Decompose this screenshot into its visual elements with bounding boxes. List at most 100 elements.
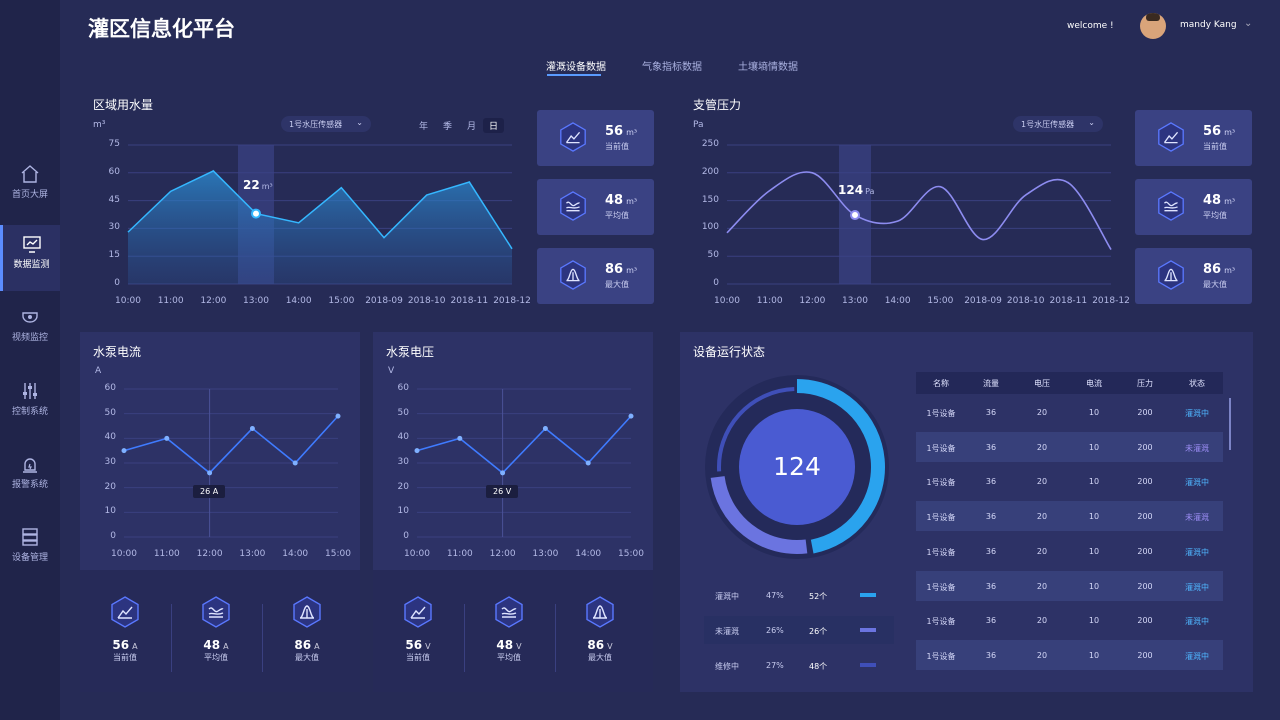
table-row[interactable]: 1号设备 36 20 10 200 未灌溉	[916, 501, 1223, 532]
table-row[interactable]: 1号设备 36 20 10 200 灌溉中	[916, 605, 1223, 635]
chevron-down-icon: ⌄	[1088, 118, 1095, 127]
table-row[interactable]: 1号设备 36 20 10 200 未灌溉	[916, 431, 1223, 462]
sidebar-item-control[interactable]: 控制系统	[0, 372, 60, 438]
x-tick-label: 11:00	[756, 296, 783, 306]
x-tick-label: 12:00	[200, 296, 227, 306]
table-cell: 10	[1088, 546, 1100, 556]
trend-up-icon	[111, 596, 139, 628]
callout-value: 124	[838, 183, 864, 197]
x-tick-label: 10:00	[714, 296, 740, 306]
table-row[interactable]: 1号设备 36 20 10 200 灌溉中	[916, 397, 1223, 427]
tab-irrigation-device[interactable]: 灌溉设备数据	[546, 62, 606, 73]
stat-label: 平均值	[497, 653, 521, 662]
legend-label: 未灌溉	[715, 627, 739, 636]
table-cell: 36	[985, 512, 997, 522]
table-row[interactable]: 1号设备 36 20 10 200 灌溉中	[916, 466, 1223, 496]
sidebar-item-video[interactable]: 视频监控	[0, 298, 60, 364]
stat-value: 86 m³	[1203, 262, 1235, 277]
x-tick-label: 13:00	[243, 296, 269, 306]
peak-icon	[293, 596, 321, 628]
stat-value: 48 m³	[1203, 193, 1235, 208]
table-cell: 36	[985, 546, 997, 556]
stat-label: 当前值	[113, 653, 137, 662]
period-month[interactable]: 月	[467, 122, 477, 132]
sidebar-item-home[interactable]: 首页大屏	[0, 155, 60, 221]
avatar[interactable]	[1140, 13, 1166, 39]
stat-value: 56 V	[378, 638, 458, 652]
table-row[interactable]: 1号设备 36 20 10 200 灌溉中	[916, 536, 1223, 566]
table-scrollbar[interactable]	[1229, 398, 1231, 450]
y-tick-label: 250	[701, 139, 719, 149]
voltage-footer	[373, 570, 653, 692]
legend-count: 48个	[809, 662, 828, 671]
stat-unit: V	[425, 642, 431, 651]
y-tick-label: 15	[108, 250, 120, 261]
average-icon	[560, 191, 586, 221]
stat-value: 48 A	[176, 638, 256, 652]
chevron-down-icon[interactable]: ⌄	[1244, 18, 1253, 29]
period-year[interactable]: 年	[419, 122, 429, 132]
trend-up-icon	[560, 122, 586, 152]
callout-value: 22	[243, 178, 260, 192]
stat-unit: A	[314, 642, 320, 651]
current-unit: A	[95, 366, 102, 376]
water-sensor-select[interactable]: 1号水压传感器 ⌄	[281, 116, 371, 132]
x-tick-label: 2018-11	[1049, 296, 1088, 306]
table-cell: 1号设备	[926, 651, 956, 661]
data-point	[850, 210, 860, 221]
legend-percent: 26%	[766, 626, 784, 635]
table-row[interactable]: 1号设备 36 20 10 200 灌溉中	[916, 570, 1223, 601]
sidebar-item-devices[interactable]: 设备管理	[0, 518, 60, 584]
hex-badge	[1156, 122, 1186, 156]
table-cell: 36	[985, 442, 997, 452]
y-tick-label: 20	[104, 481, 116, 492]
x-tick-label: 12:00	[799, 296, 826, 306]
tab-soil[interactable]: 土壤墒情数据	[738, 62, 798, 73]
footer-stat: 56 V 当前值	[378, 596, 465, 672]
stat-value: 56 m³	[1203, 124, 1235, 139]
table-cell: 10	[1088, 581, 1100, 591]
sidebar-item-monitoring[interactable]: 数据监测	[0, 225, 60, 291]
legend-label: 维修中	[715, 662, 739, 671]
table-cell: 36	[985, 616, 997, 626]
y-tick-label: 30	[397, 457, 409, 467]
footer-divider	[555, 604, 556, 672]
y-tick-label: 20	[397, 481, 409, 492]
footer-divider	[262, 604, 263, 672]
legend-swatch	[860, 628, 876, 632]
x-tick-label: 15:00	[328, 296, 355, 306]
table-cell: 200	[1137, 650, 1153, 660]
stat-number: 56	[405, 638, 423, 652]
x-tick-label: 14:00	[884, 296, 911, 306]
x-tick-label: 11:00	[153, 549, 180, 559]
stat-card: 56 m³ 当前值	[537, 110, 654, 166]
stat-number: 48	[605, 193, 624, 208]
stat-label: 最大值	[295, 653, 319, 662]
table-cell: 10	[1088, 408, 1100, 417]
y-tick-label: 50	[707, 250, 719, 261]
x-tick-label: 2018-12	[1092, 296, 1130, 306]
stat-label: 当前值	[605, 142, 629, 151]
table-row[interactable]: 1号设备 36 20 10 200 灌溉中	[916, 639, 1223, 670]
user-name[interactable]: mandy Kang	[1180, 20, 1237, 30]
voltage-unit: V	[388, 366, 395, 376]
x-tick-label: 14:00	[285, 296, 312, 306]
period-season[interactable]: 季	[443, 122, 453, 132]
stat-value: 56 A	[85, 638, 165, 652]
legend-count: 26个	[809, 627, 828, 636]
table-header-cell: 名称	[933, 379, 949, 388]
hex-badge	[267, 596, 347, 632]
table-cell: 36	[985, 408, 997, 417]
pressure-sensor-select[interactable]: 1号水压传感器 ⌄	[1013, 116, 1103, 132]
period-day[interactable]: 日	[483, 118, 505, 133]
table-cell: 20	[1036, 581, 1048, 591]
sidebar-item-alarm[interactable]: 报警系统	[0, 445, 60, 511]
y-tick-label: 45	[108, 194, 120, 205]
pressure-unit: Pa	[693, 120, 704, 130]
device-total: 124	[773, 452, 821, 481]
tab-weather[interactable]: 气象指标数据	[642, 62, 702, 73]
table-cell: 1号设备	[926, 443, 956, 453]
voltage-tooltip: 26 V	[486, 485, 519, 498]
trend-up-icon	[404, 596, 432, 628]
table-cell: 1号设备	[926, 547, 956, 557]
